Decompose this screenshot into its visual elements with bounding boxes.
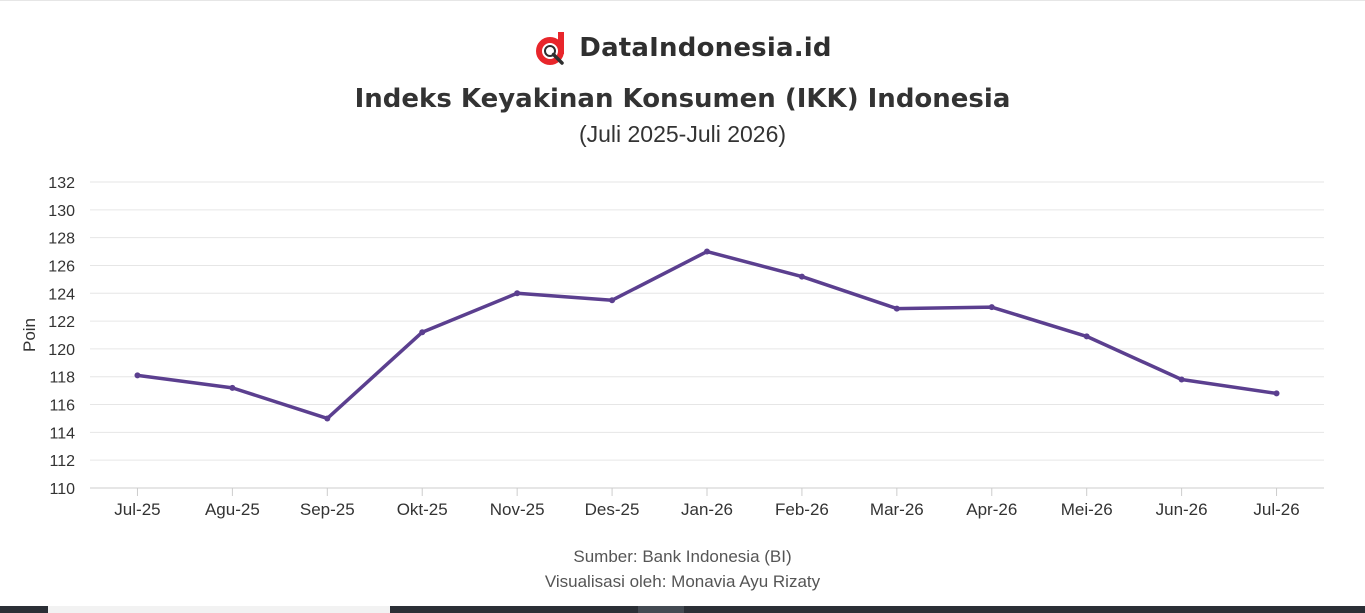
y-tick-label: 118 xyxy=(49,370,75,387)
x-tick-label: Jul-25 xyxy=(114,500,160,519)
x-tick-label: Feb-26 xyxy=(775,500,829,519)
data-point xyxy=(229,384,236,391)
data-point xyxy=(1273,390,1280,397)
data-point xyxy=(893,305,900,312)
data-point xyxy=(324,415,331,422)
y-tick-label: 128 xyxy=(48,231,75,248)
y-tick-label: 114 xyxy=(49,425,75,442)
x-tick-label: Nov-25 xyxy=(490,500,545,519)
y-tick-label: 112 xyxy=(49,453,75,470)
y-tick-label: 124 xyxy=(48,286,75,303)
y-tick-label: 126 xyxy=(48,258,75,275)
credit-author: Visualisasi oleh: Monavia Ayu Rizaty xyxy=(544,572,821,591)
y-tick-label: 132 xyxy=(48,175,75,192)
y-tick-label: 120 xyxy=(48,342,75,359)
x-tick-label: Agu-25 xyxy=(205,500,260,519)
x-tick-label: Jan-26 xyxy=(681,500,733,519)
y-tick-label: 122 xyxy=(48,314,75,331)
x-tick-label: Jul-26 xyxy=(1253,500,1299,519)
data-point xyxy=(514,290,521,297)
data-point xyxy=(1178,376,1185,383)
y-tick-label: 116 xyxy=(49,398,75,415)
brand-header: DataIndonesia.id xyxy=(0,28,1365,68)
x-tick-label: Sep-25 xyxy=(300,500,355,519)
x-tick-label: Jun-26 xyxy=(1156,500,1208,519)
series-line xyxy=(135,249,1279,421)
chart-title: Indeks Keyakinan Konsumen (IKK) Indonesi… xyxy=(354,84,1011,114)
x-tick-label: Apr-26 xyxy=(966,500,1017,519)
line-chart: 110 112 114 116 118 120 122 124 126 128 130 132 Jul-… xyxy=(20,175,1324,519)
data-point xyxy=(988,304,995,311)
data-point xyxy=(704,248,710,255)
taskbar-segment xyxy=(48,606,390,613)
x-tick-label: Okt-25 xyxy=(397,500,448,519)
x-tick-label: Mar-26 xyxy=(870,500,924,519)
y-tick-label: 110 xyxy=(49,481,75,498)
x-tick-label: Des-25 xyxy=(585,500,640,519)
dataindonesia-logo-icon xyxy=(536,32,565,65)
taskbar-segment xyxy=(638,606,684,613)
data-point xyxy=(419,329,426,336)
taskbar-strip xyxy=(0,606,1365,613)
data-point xyxy=(1083,333,1090,340)
brand-name: DataIndonesia.id xyxy=(579,33,832,63)
chart-subtitle: (Juli 2025-Juli 2026) xyxy=(578,121,787,147)
y-tick-label: 130 xyxy=(48,203,75,220)
credit-source: Sumber: Bank Indonesia (BI) xyxy=(573,547,792,566)
data-point xyxy=(609,297,616,304)
x-tick-label: Mei-26 xyxy=(1061,500,1113,519)
top-border xyxy=(0,0,1365,1)
data-point xyxy=(798,273,805,280)
data-point xyxy=(134,372,141,379)
y-axis-title: Poin xyxy=(20,318,39,352)
